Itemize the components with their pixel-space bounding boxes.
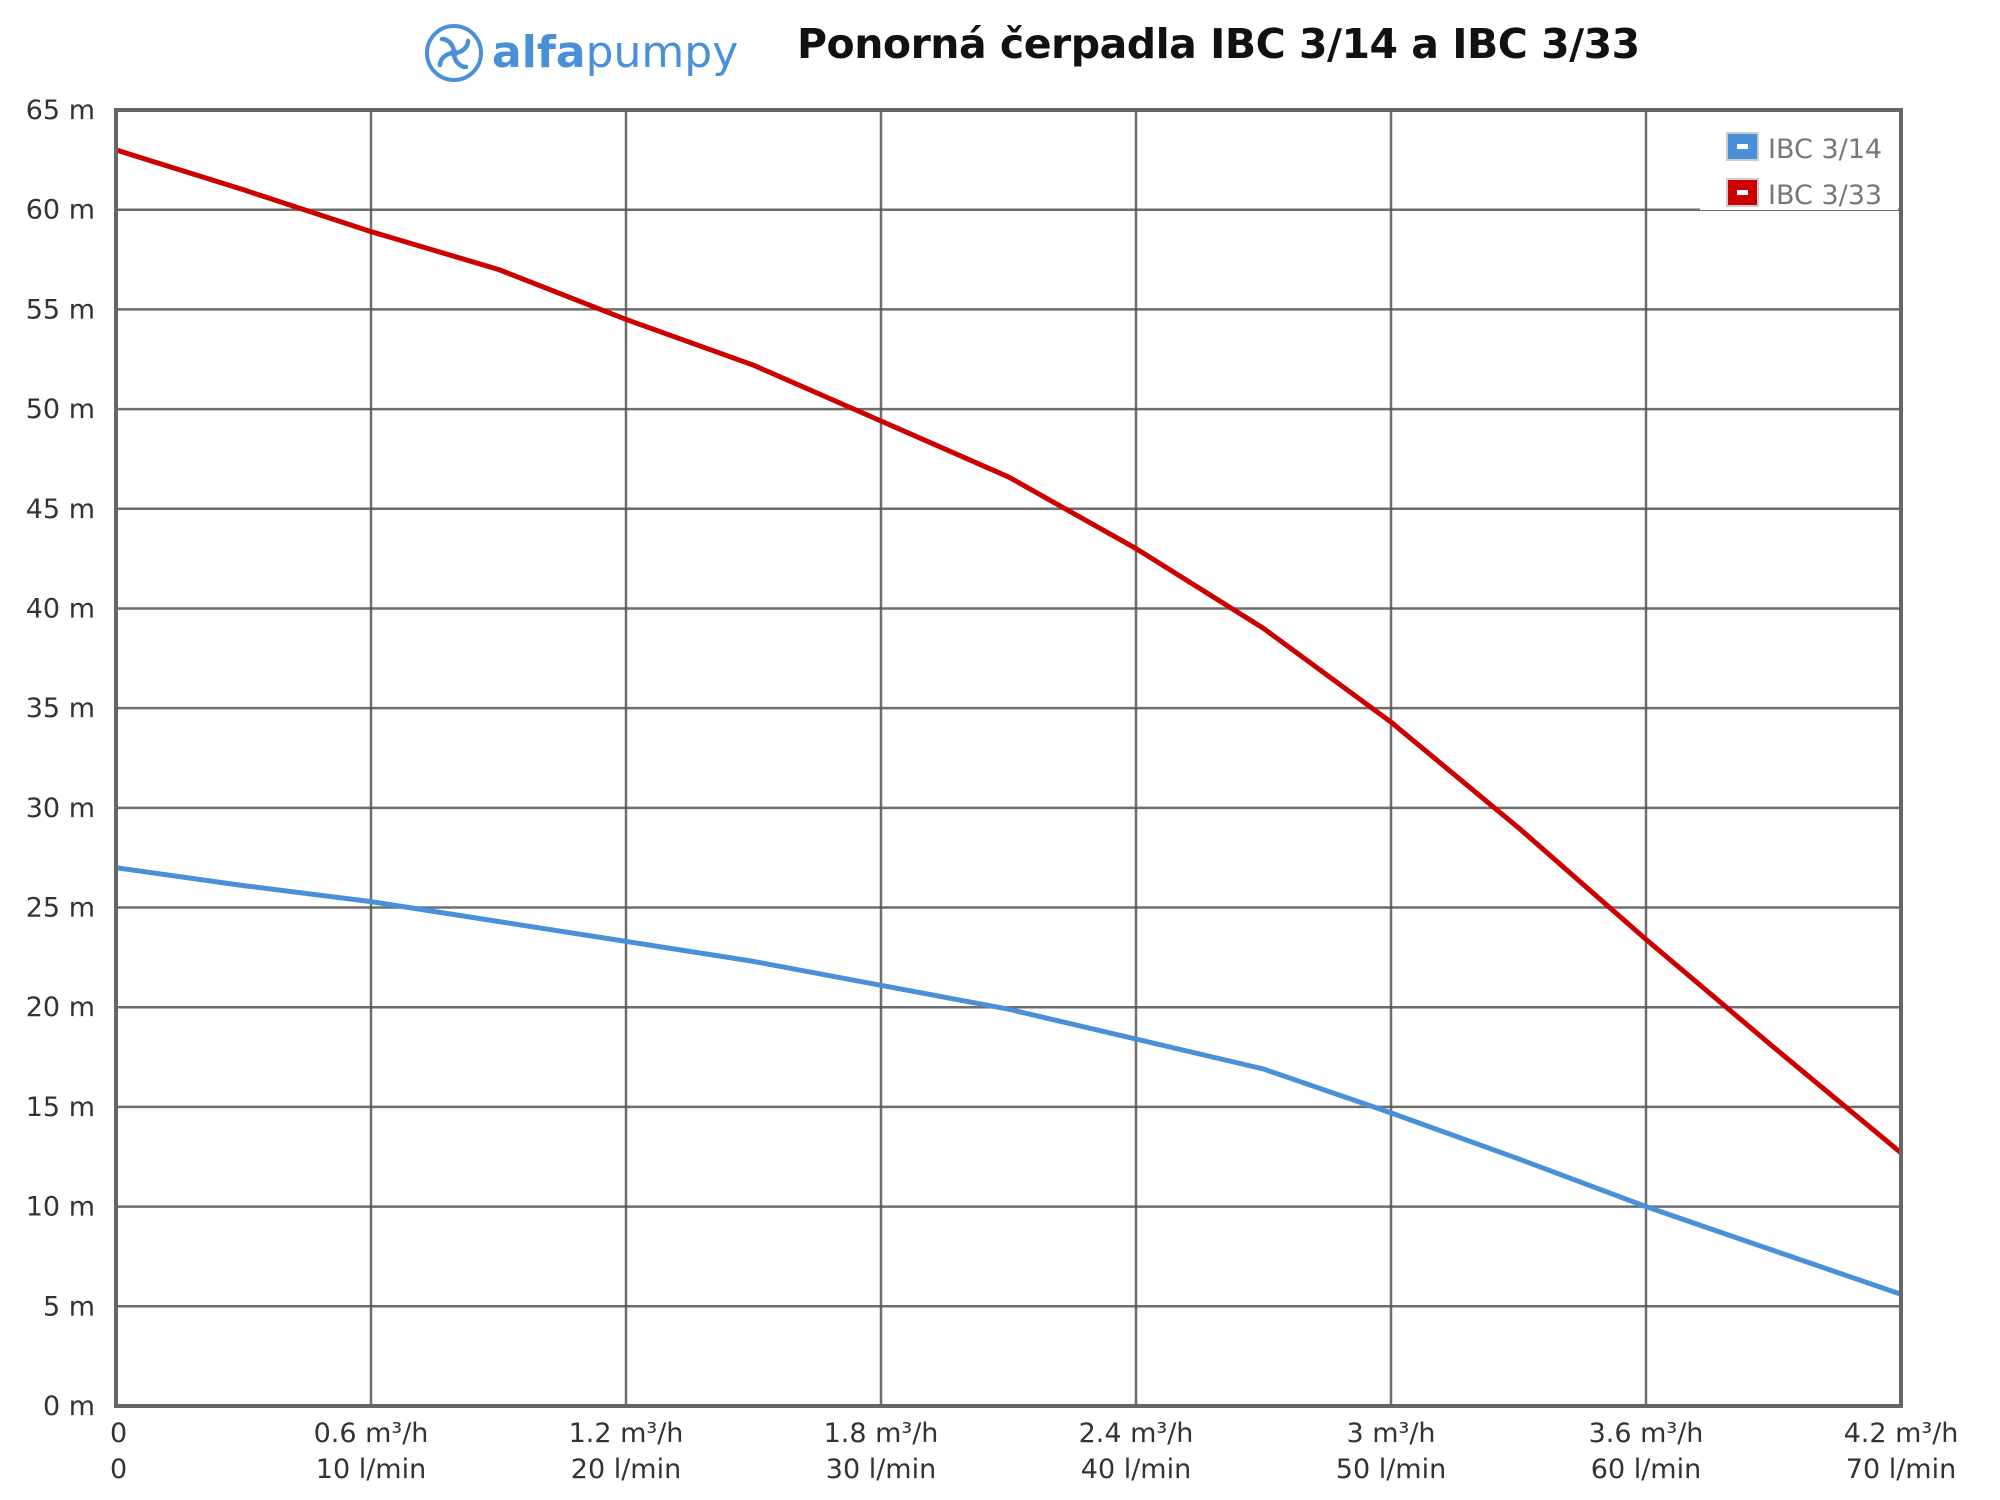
y-tick-label: 5 m bbox=[43, 1291, 95, 1322]
x-tick-label-flow: 0.6 m³/h bbox=[314, 1418, 429, 1449]
x-tick-label-lpm: 0 bbox=[110, 1454, 127, 1485]
x-tick-label-lpm: 30 l/min bbox=[826, 1454, 936, 1485]
legend-swatch bbox=[1726, 132, 1759, 161]
series-lines bbox=[115, 147, 1903, 1297]
alfapumpy-logo: alfapumpy bbox=[424, 22, 738, 84]
chart-header: alfapumpy Ponorná čerpadla IBC 3/14 a IB… bbox=[0, 0, 2000, 100]
x-tick-label-lpm: 70 l/min bbox=[1846, 1454, 1956, 1485]
x-tick-label-flow: 3.6 m³/h bbox=[1589, 1418, 1704, 1449]
pump-impeller-icon bbox=[425, 24, 483, 82]
plot-frame bbox=[114, 108, 1903, 1408]
y-tick-label: 30 m bbox=[26, 793, 95, 824]
logo-wordmark: alfapumpy bbox=[492, 31, 738, 75]
x-tick-label-flow: 1.2 m³/h bbox=[569, 1418, 684, 1449]
y-tick-label: 40 m bbox=[26, 593, 95, 624]
y-tick-label: 25 m bbox=[26, 893, 95, 924]
x-tick-label-lpm: 60 l/min bbox=[1591, 1454, 1701, 1485]
logo-wordmark-bold: alfa bbox=[492, 27, 586, 78]
legend: IBC 3/14 IBC 3/33 bbox=[1700, 118, 1898, 211]
x-tick-label-flow: 0 bbox=[110, 1418, 127, 1449]
y-tick-label: 10 m bbox=[26, 1192, 95, 1223]
grid-lines bbox=[114, 108, 1903, 1408]
y-tick-label: 50 m bbox=[26, 394, 95, 425]
logo-wordmark-regular: pumpy bbox=[585, 27, 739, 78]
series-line-0 bbox=[115, 865, 1902, 1297]
legend-label: IBC 3/14 bbox=[1768, 134, 1882, 165]
x-axis-labels: 0 0 0.6 m³/h 10 l/min 1.2 m³/h 20 l/min 1.8 m³… bbox=[110, 1418, 1958, 1485]
x-tick-label-lpm: 20 l/min bbox=[571, 1454, 681, 1485]
x-tick-label-lpm: 10 l/min bbox=[316, 1454, 426, 1485]
y-tick-label: 15 m bbox=[26, 1092, 95, 1123]
y-tick-label: 45 m bbox=[26, 494, 95, 525]
y-tick-label: 65 m bbox=[26, 95, 95, 126]
x-tick-label-lpm: 50 l/min bbox=[1336, 1454, 1446, 1485]
chart-title: Ponorná čerpadla IBC 3/14 a IBC 3/33 bbox=[797, 20, 1640, 68]
y-tick-label: 60 m bbox=[26, 195, 95, 226]
x-tick-label-lpm: 40 l/min bbox=[1081, 1454, 1191, 1485]
y-tick-label: 35 m bbox=[26, 693, 95, 724]
legend-swatch-dash bbox=[1737, 190, 1748, 195]
x-tick-label-flow: 1.8 m³/h bbox=[824, 1418, 939, 1449]
y-tick-label: 55 m bbox=[26, 294, 95, 325]
x-tick-label-flow: 2.4 m³/h bbox=[1079, 1418, 1194, 1449]
legend-swatch-dash bbox=[1737, 144, 1748, 149]
x-tick-label-flow: 4.2 m³/h bbox=[1844, 1418, 1959, 1449]
x-tick-label-flow: 3 m³/h bbox=[1346, 1418, 1435, 1449]
y-tick-label: 20 m bbox=[26, 992, 95, 1023]
y-axis-labels: 0 m 5 m 10 m 15 m 20 m 25 m 30 m 35 m 40 m 45 m 50… bbox=[26, 95, 95, 1422]
series-line-1 bbox=[115, 147, 1903, 1155]
y-tick-label: 0 m bbox=[43, 1391, 95, 1422]
legend-label: IBC 3/33 bbox=[1768, 180, 1882, 211]
